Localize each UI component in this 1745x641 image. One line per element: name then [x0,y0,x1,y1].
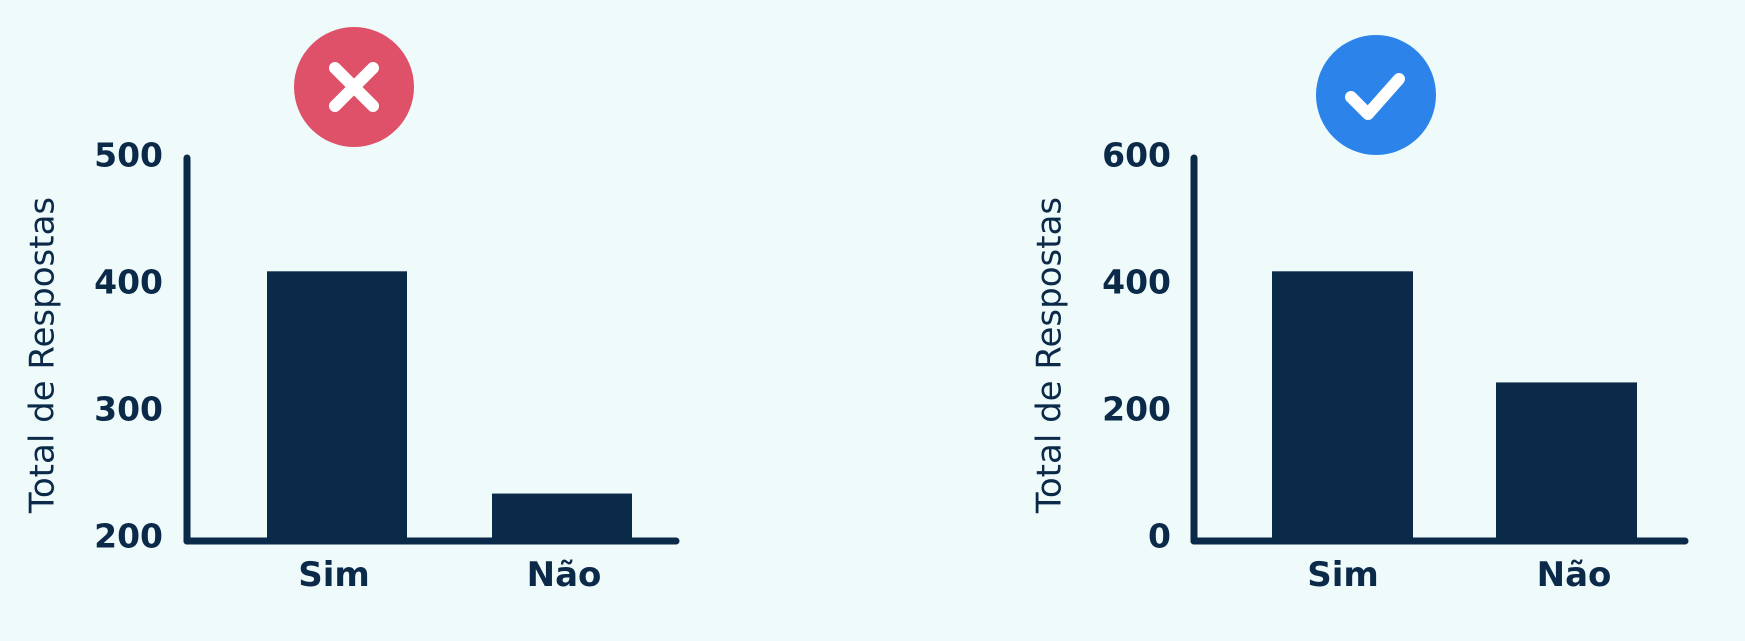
y-tick-label: 0 [1148,517,1171,556]
axes [183,154,680,545]
bars [267,271,632,541]
y-axis-label: Total de Respostas [1030,197,1070,514]
bar-nao [1496,382,1637,541]
bar-sim [267,271,407,541]
x-tick-label-sim: Sim [298,555,370,595]
check-icon [1345,73,1405,120]
y-tick-label: 300 [94,390,163,429]
good-badge [1316,35,1436,155]
chart-correct: Total de Respostas 0 200 400 600 Sim Não [1030,35,1689,595]
bar-nao [492,493,632,541]
y-tick-label: 500 [94,136,163,175]
y-tick-label: 600 [1102,136,1171,175]
y-tick-label: 400 [1102,263,1171,302]
y-tick-label: 200 [94,517,163,556]
y-tick-labels: 0 200 400 600 [1102,136,1171,556]
axes [1190,154,1689,545]
x-tick-label-nao: Não [1537,555,1612,595]
bad-badge [294,27,414,147]
bar-sim [1272,271,1413,541]
y-axis-label: Total de Respostas [23,197,63,514]
y-tick-label: 400 [94,263,163,302]
x-tick-label-sim: Sim [1307,555,1379,595]
y-tick-labels: 200 300 400 500 [94,136,163,556]
close-icon [329,62,379,112]
bars [1272,271,1637,541]
x-tick-label-nao: Não [527,555,602,595]
y-tick-label: 200 [1102,390,1171,429]
chart-misleading: Total de Respostas 200 300 400 500 Sim Não [23,27,680,595]
good-badge-circle [1316,35,1436,155]
